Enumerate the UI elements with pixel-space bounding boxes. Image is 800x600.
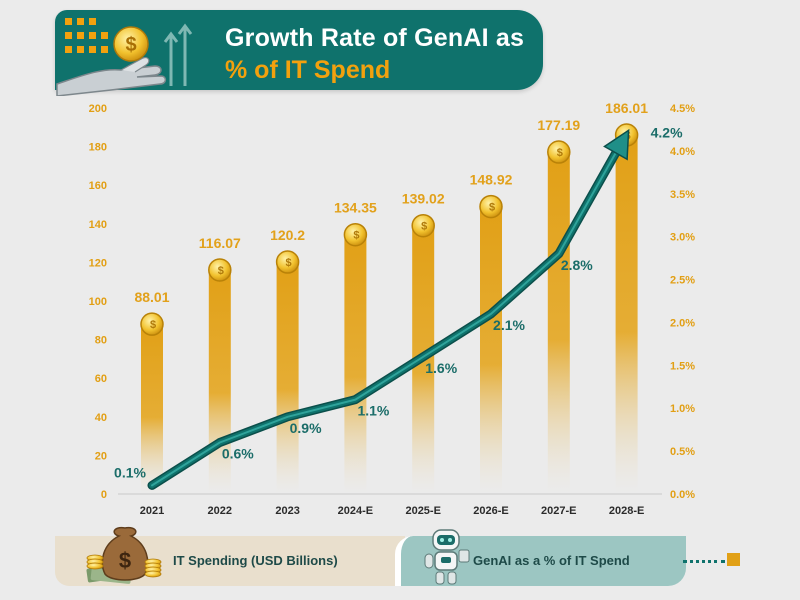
bar-coin-cap: [208, 258, 232, 282]
bar-coin-cap: [547, 140, 571, 164]
bar-coin-glyph: $: [286, 257, 292, 269]
bar-coin-glyph: $: [557, 147, 563, 159]
x-tick-label: 2026-E: [473, 505, 508, 517]
y-left-tick-label: 200: [89, 103, 107, 115]
bar-value-label: 139.02: [402, 191, 445, 207]
legend-label-spending: IT Spending (USD Billions): [173, 553, 338, 568]
line-value-label: 1.1%: [357, 403, 389, 419]
title-banner: $ Growth Rate of GenAI as % of IT Spend: [55, 10, 543, 96]
x-tick-label: 2024-E: [338, 505, 373, 517]
x-tick-label: 2027-E: [541, 505, 576, 517]
bar: [547, 152, 570, 494]
bar-coin-glyph: $: [489, 202, 495, 214]
line-value-label: 1.6%: [425, 360, 457, 376]
bar-value-label: 148.92: [470, 172, 513, 188]
y-left-tick-label: 160: [89, 180, 107, 192]
y-right-tick-label: 0.5%: [670, 446, 695, 458]
y-right-tick-label: 2.0%: [670, 317, 695, 329]
y-axis-left: 0 20 40 60 80 100 120 140 160 180 200: [89, 103, 107, 501]
money-bag-icon: $: [86, 526, 162, 584]
legend-item-genai: GenAI as a % of IT Spend: [395, 529, 686, 586]
genai-line-arrowhead: [603, 128, 630, 161]
bar-value-label: 88.01: [134, 289, 169, 305]
line-value-label: 2.1%: [493, 317, 525, 333]
y-right-tick-label: 4.0%: [670, 146, 695, 158]
bar-coin-cap: [411, 213, 435, 238]
legend: $ IT Spending (USD Billions) GenAI a: [55, 526, 740, 586]
legend-bar-marker: [727, 553, 740, 566]
svg-text:$: $: [119, 548, 131, 573]
bar: [344, 234, 367, 494]
y-left-tick-label: 100: [89, 296, 107, 308]
chart-title: Growth Rate of GenAI as: [225, 24, 525, 52]
line-value-label: 0.9%: [290, 420, 322, 436]
y-axis-right: 0.0% 0.5% 1.0% 1.5% 2.0% 2.5% 3.0% 3.5% 4.0% 4.5%: [670, 103, 695, 501]
y-left-tick-label: 20: [95, 450, 107, 462]
y-left-tick-label: 80: [95, 335, 107, 347]
x-tick-label: 2025-E: [405, 505, 440, 517]
bar: [276, 262, 299, 494]
y-right-tick-label: 1.0%: [670, 403, 695, 415]
y-left-tick-label: 120: [89, 257, 107, 269]
bar-value-label: 134.35: [334, 200, 377, 216]
bar-value-label: 177.19: [537, 117, 580, 133]
bar-value-label: 186.01: [605, 100, 648, 116]
x-tick-label: 2021: [140, 505, 164, 517]
y-right-tick-label: 0.0%: [670, 489, 695, 501]
bar-value-label: 116.07: [199, 235, 241, 251]
y-right-tick-label: 4.5%: [670, 103, 695, 115]
legend-item-spending: $ IT Spending (USD Billions): [55, 526, 405, 586]
bar-coin-cap: [479, 194, 503, 219]
bar-coin-glyph: $: [421, 221, 427, 233]
bar: [480, 206, 502, 494]
chart-subtitle: % of IT Spend: [225, 56, 391, 84]
y-right-tick-label: 3.0%: [670, 232, 695, 244]
bar-coin-glyph: $: [353, 230, 359, 242]
line-value-label: 4.2%: [651, 125, 683, 141]
robot-hand-coin-icon: $: [56, 18, 193, 96]
x-tick-label: 2028-E: [609, 505, 644, 517]
bar-coin-glyph: $: [218, 265, 224, 277]
bar-coin-cap: [140, 312, 164, 336]
genai-line-highlight: [151, 146, 620, 487]
y-left-tick-label: 40: [95, 412, 107, 424]
bar: [615, 135, 638, 494]
y-left-tick-label: 180: [89, 142, 107, 154]
line-value-label: 0.6%: [222, 446, 254, 462]
line-value-label: 2.8%: [561, 257, 593, 273]
y-right-tick-label: 2.5%: [670, 275, 695, 287]
legend-label-genai: GenAI as a % of IT Spend: [473, 553, 630, 568]
y-right-tick-label: 1.5%: [670, 360, 695, 372]
y-left-tick-label: 140: [89, 219, 107, 231]
x-axis: 2021 2022 2023 2024-E 2025-E 2026-E 2027-E 2028…: [118, 493, 662, 517]
robot-icon: [424, 529, 470, 585]
bar-coin-cap: [275, 250, 300, 274]
bar-coin-cap: [343, 222, 368, 247]
legend-line-marker: [683, 560, 725, 563]
y-left-tick-label: 60: [95, 373, 107, 385]
bar: [141, 324, 163, 494]
x-tick-label: 2022: [208, 505, 232, 517]
y-right-tick-label: 3.5%: [670, 189, 695, 201]
line-value-label: 0.1%: [114, 464, 146, 480]
y-left-tick-label: 0: [101, 489, 107, 501]
x-tick-label: 2023: [275, 505, 299, 517]
svg-text:$: $: [125, 34, 136, 56]
bar-value-label: 120.2: [270, 227, 305, 243]
bar-coin-glyph: $: [150, 319, 156, 331]
